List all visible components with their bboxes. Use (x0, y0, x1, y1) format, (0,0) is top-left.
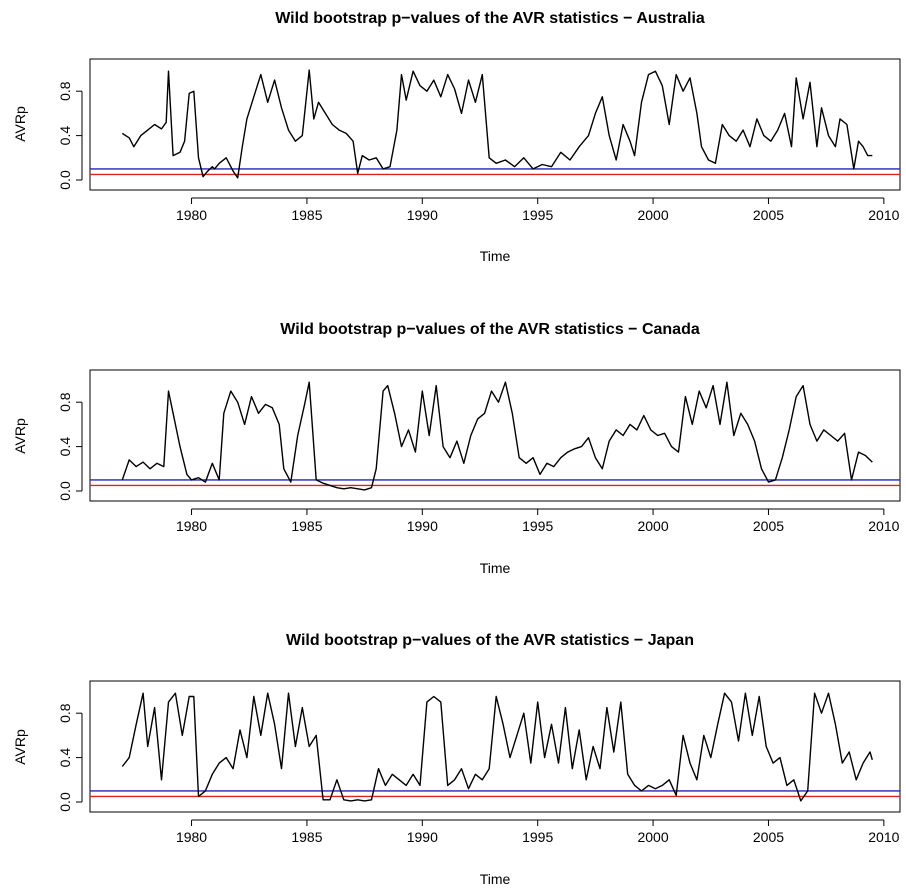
y-axis-label: AVRp (12, 418, 28, 454)
series-line (121, 381, 873, 491)
y-axis: 0.0 0.4 0.8 (57, 81, 83, 190)
x-tick-label: 1980 (176, 829, 207, 845)
y-tick-label: 0.0 (57, 792, 73, 812)
x-tick-label: 1995 (522, 207, 553, 223)
x-axis: 1980 1985 1990 1995 2000 2005 2010 (176, 508, 900, 534)
reference-lines (90, 790, 900, 798)
chart-title: Wild bootstrap p−values of the AVR stati… (286, 632, 694, 649)
series-group (121, 381, 873, 491)
chart-panel: Wild bootstrap p−values of the AVR stati… (12, 10, 901, 264)
y-tick-label: 0.4 (57, 748, 73, 768)
series-line (121, 69, 873, 179)
x-tick-label: 2010 (868, 207, 899, 223)
series-group (121, 692, 873, 802)
x-tick-label: 1985 (291, 518, 322, 534)
x-tick-label: 2000 (637, 518, 668, 534)
y-tick-label: 0.0 (57, 170, 73, 190)
x-tick-label: 2005 (753, 829, 784, 845)
y-axis-label: AVRp (12, 729, 28, 765)
x-axis-label: Time (480, 560, 511, 576)
x-tick-label: 2010 (868, 518, 899, 534)
y-axis-label: AVRp (12, 106, 28, 142)
chart-panel: Wild bootstrap p−values of the AVR stati… (12, 321, 901, 576)
x-axis: 1980 1985 1990 1995 2000 2005 2010 (176, 197, 900, 223)
x-tick-label: 1985 (291, 829, 322, 845)
y-axis: 0.0 0.4 0.8 (57, 703, 83, 812)
y-tick-label: 0.8 (57, 81, 73, 101)
x-tick-label: 1990 (407, 829, 438, 845)
x-tick-label: 1995 (522, 829, 553, 845)
x-axis-label: Time (480, 871, 511, 887)
x-axis: 1980 1985 1990 1995 2000 2005 2010 (176, 819, 900, 845)
plot-frame (89, 58, 901, 191)
y-tick-label: 0.0 (57, 481, 73, 501)
y-tick-label: 0.4 (57, 126, 73, 146)
plot-frame (89, 680, 901, 813)
reference-lines (90, 168, 900, 176)
x-tick-label: 1990 (407, 518, 438, 534)
reference-lines (90, 479, 900, 487)
x-tick-label: 2005 (753, 518, 784, 534)
x-tick-label: 1985 (291, 207, 322, 223)
x-tick-label: 1980 (176, 518, 207, 534)
series-group (121, 69, 873, 179)
chart-title: Wild bootstrap p−values of the AVR stati… (275, 10, 705, 27)
x-tick-label: 1980 (176, 207, 207, 223)
x-tick-label: 2000 (637, 207, 668, 223)
x-axis-label: Time (480, 248, 511, 264)
y-tick-label: 0.8 (57, 392, 73, 412)
y-axis: 0.0 0.4 0.8 (57, 392, 83, 501)
chart-panel: Wild bootstrap p−values of the AVR stati… (12, 632, 901, 887)
x-tick-label: 2010 (868, 829, 899, 845)
x-tick-label: 2005 (753, 207, 784, 223)
x-tick-label: 1995 (522, 518, 553, 534)
plot-frame (89, 369, 901, 502)
x-tick-label: 2000 (637, 829, 668, 845)
series-line (121, 692, 873, 802)
y-tick-label: 0.4 (57, 437, 73, 457)
y-tick-label: 0.8 (57, 703, 73, 723)
chart-title: Wild bootstrap p−values of the AVR stati… (280, 321, 700, 338)
x-tick-label: 1990 (407, 207, 438, 223)
